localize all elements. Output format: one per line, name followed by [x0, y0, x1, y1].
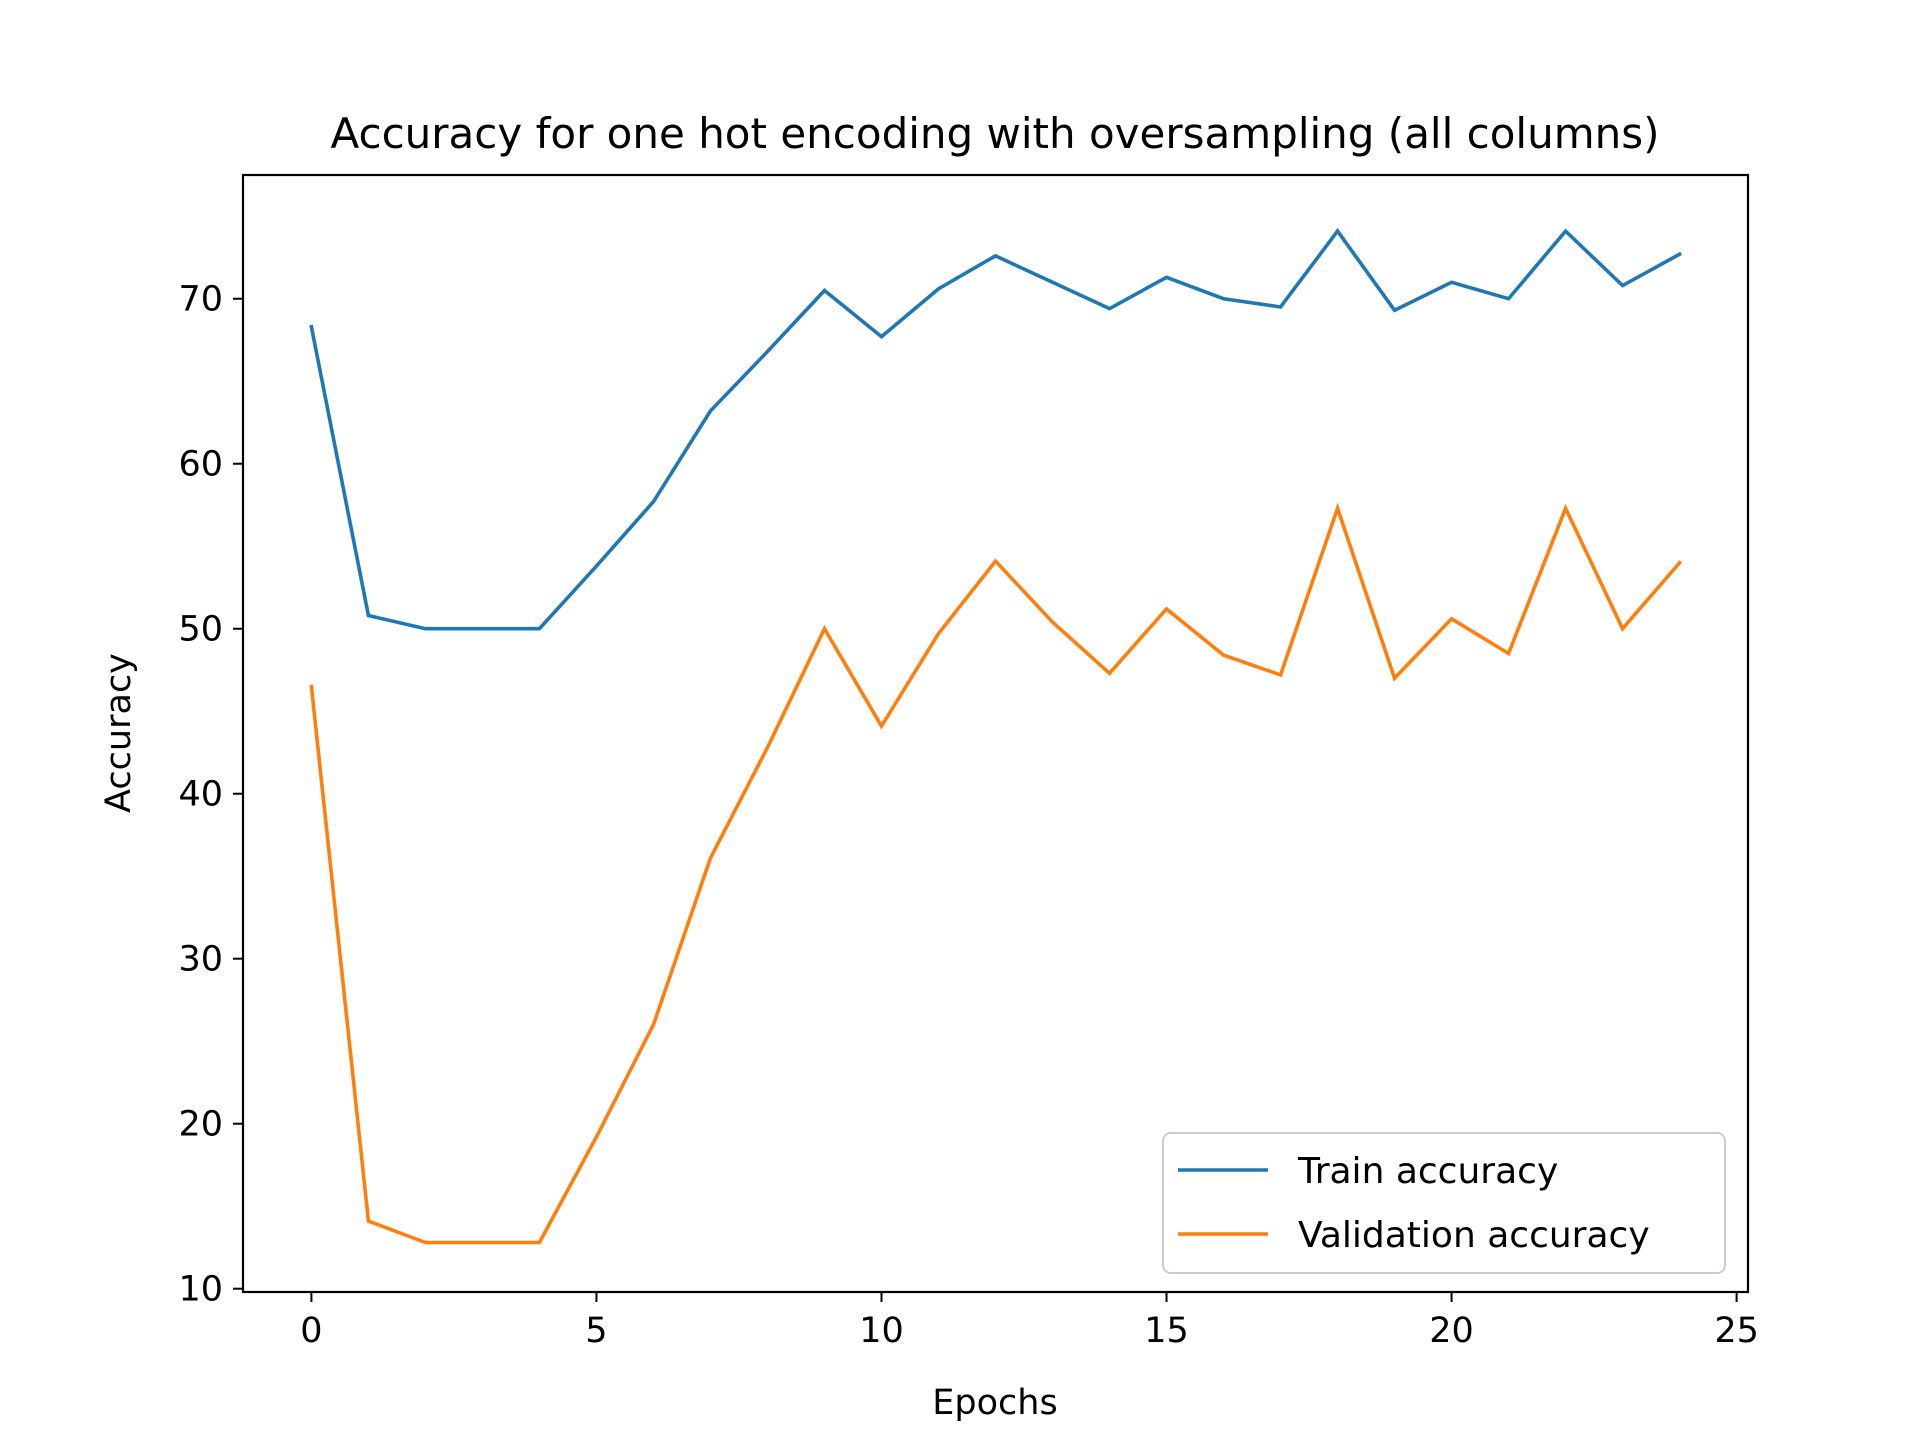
- y-tick-label: 50: [178, 610, 223, 650]
- legend-label-train: Train accuracy: [1297, 1151, 1558, 1192]
- y-tick-label: 30: [178, 940, 223, 980]
- y-tick-label: 10: [178, 1270, 223, 1310]
- chart-title: Accuracy for one hot encoding with overs…: [330, 109, 1659, 158]
- x-tick-label: 15: [1144, 1311, 1189, 1351]
- x-axis: 0 5 10 15 20 25: [300, 1292, 1759, 1351]
- x-tick-label: 5: [585, 1311, 607, 1351]
- series-line-validation-accuracy: [309, 502, 1683, 1245]
- y-axis-label: Accuracy: [99, 653, 139, 813]
- x-tick-label: 10: [859, 1311, 904, 1351]
- legend-label-validation: Validation accuracy: [1298, 1215, 1650, 1256]
- x-tick-label: 25: [1714, 1311, 1759, 1351]
- y-tick-label: 40: [178, 775, 223, 815]
- x-tick-label: 0: [300, 1311, 322, 1351]
- legend: Train accuracy Validation accuracy: [1162, 1132, 1726, 1274]
- plot-frame: [241, 173, 1750, 1294]
- series-line-train-accuracy: [309, 228, 1683, 631]
- x-axis-label: Epochs: [932, 1383, 1057, 1423]
- legend-box: [1162, 1132, 1726, 1274]
- series-layer: [309, 228, 1683, 1245]
- y-tick-label: 70: [178, 280, 223, 320]
- y-tick-label: 60: [178, 445, 223, 485]
- x-tick-label: 20: [1429, 1311, 1474, 1351]
- y-tick-label: 20: [178, 1105, 223, 1145]
- y-axis: 10 20 30 40 50 60 70: [178, 280, 243, 1310]
